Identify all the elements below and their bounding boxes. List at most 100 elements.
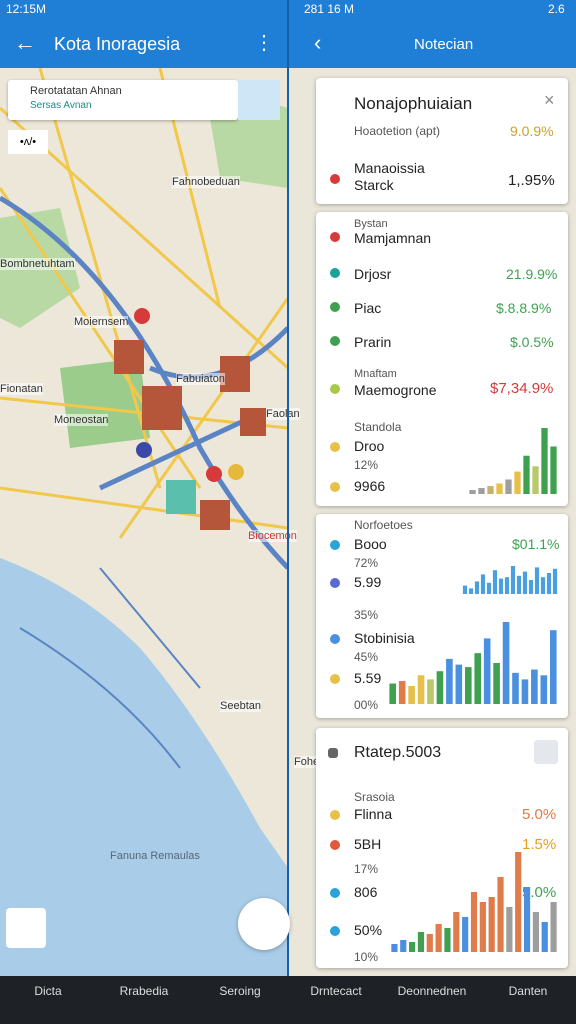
bar (462, 917, 469, 952)
label: Stobinisia (354, 630, 415, 646)
dot (330, 926, 340, 936)
value: $.0.5% (510, 334, 554, 350)
kicker: Standola (354, 420, 402, 434)
value: 9.0.9% (510, 123, 554, 139)
bar (479, 902, 486, 952)
map-label: Fanuna Remaulas (110, 850, 200, 862)
bar (546, 573, 552, 594)
nav-item[interactable]: Seroing (219, 984, 261, 998)
kicker: Srasoia (354, 790, 395, 804)
bar (515, 852, 522, 952)
status-time: 12:15M (6, 2, 47, 16)
dot (330, 268, 340, 278)
card: Bystan Mamjamnan Drjosr 21.9.9% Piac $.8… (316, 212, 568, 506)
back-button[interactable]: ← (14, 30, 36, 55)
bar (504, 577, 510, 594)
search-box[interactable] (8, 80, 238, 120)
map-label: Moiernsem (74, 316, 129, 328)
kicker: Bystan (354, 218, 388, 230)
nav-item[interactable]: Rrabedia (119, 984, 169, 998)
bar (408, 685, 415, 704)
dot (330, 674, 340, 684)
bar (540, 577, 546, 594)
icon (330, 232, 340, 242)
bar (469, 490, 476, 494)
edit-button[interactable] (534, 740, 558, 764)
search-text: Rerotatatan Ahnan (30, 85, 122, 97)
label: Flinna (354, 806, 393, 822)
battery: 2.6 (548, 2, 565, 16)
map-title: Kota Inoragesia (54, 34, 181, 54)
bar (498, 578, 504, 594)
search-subtext: Sersas Avnan (30, 100, 92, 111)
bar (531, 669, 538, 704)
bar (426, 934, 433, 952)
close-button[interactable]: × (544, 90, 555, 110)
layer-chip[interactable]: •ʌ/• (8, 130, 48, 154)
dot (330, 840, 340, 850)
back-button[interactable]: ‹ (314, 30, 322, 55)
bar (453, 912, 460, 952)
google-button[interactable] (6, 908, 46, 948)
nav-item[interactable]: Dicta (34, 984, 62, 998)
bar (427, 679, 434, 704)
nav-item[interactable]: Deonnednen (397, 984, 467, 998)
bar (502, 622, 510, 704)
bar (496, 483, 503, 494)
card-title: Mamjamnan (354, 230, 432, 246)
label: Drjosr (354, 266, 392, 282)
bar (480, 574, 486, 594)
label: Hoaotetion (apt) (354, 124, 441, 138)
map-label: Fohe (294, 756, 320, 768)
bar (470, 892, 478, 952)
label: Booo (354, 536, 387, 552)
label: Droo (354, 438, 385, 454)
value: $01.1% (512, 536, 560, 552)
bar (523, 887, 531, 952)
map-label: Fabuiaton (176, 373, 225, 385)
bar (550, 902, 557, 952)
bar (514, 471, 521, 494)
label: 5BH (354, 836, 382, 852)
dot (330, 336, 340, 346)
bar-chart (389, 622, 557, 704)
locate-button[interactable] (238, 80, 280, 120)
value: 1.5% (522, 836, 557, 853)
bar (400, 940, 407, 952)
pin (330, 174, 340, 184)
bar (497, 877, 504, 952)
map-label: Moneostan (54, 414, 109, 426)
map-label: Fahnobeduan (172, 176, 240, 188)
map-label: Faolan (266, 408, 300, 420)
bar (474, 653, 482, 704)
bar (492, 570, 498, 594)
label: 9966 (354, 478, 386, 494)
label: 00% (354, 698, 379, 712)
kicker: Mnaftam (354, 368, 397, 380)
map (0, 68, 288, 976)
label: 806 (354, 884, 378, 900)
menu-button[interactable]: ⋮ (254, 32, 274, 54)
nav-item[interactable]: Drntecact (310, 984, 362, 998)
bar (435, 924, 442, 952)
bottom-nav (0, 976, 576, 1024)
bar (487, 486, 494, 494)
bar (505, 479, 512, 494)
icon (328, 748, 338, 758)
bar (478, 488, 485, 494)
bar-chart (391, 852, 557, 952)
dot (330, 540, 340, 550)
bar (398, 681, 406, 704)
label: Manaoissia Starck (354, 160, 425, 193)
view-button[interactable] (238, 898, 290, 950)
dot (330, 634, 340, 644)
label: 12% (354, 458, 379, 472)
label: 10% (354, 950, 379, 964)
bar (436, 671, 444, 704)
value: 5.0% (522, 884, 557, 901)
dot (330, 810, 340, 820)
nav-item[interactable]: Danten (508, 984, 548, 998)
bar (549, 630, 557, 704)
bar (521, 679, 529, 704)
